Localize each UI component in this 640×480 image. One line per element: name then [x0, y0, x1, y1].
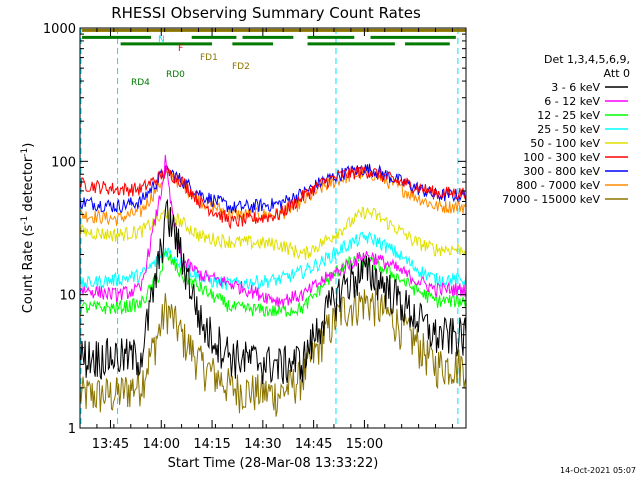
- series-line: [80, 231, 466, 291]
- x-tick-label: 14:15: [193, 437, 230, 452]
- flag-label: FD2: [232, 62, 250, 72]
- y-axis-label: Count Rate (s-1 detector-1): [20, 143, 36, 314]
- series-line: [80, 154, 466, 308]
- series-line: [80, 206, 466, 260]
- legend-label: 100 - 300 keV: [523, 151, 600, 164]
- legend-label: 25 - 50 keV: [537, 123, 600, 136]
- x-tick-label: 14:45: [295, 437, 332, 452]
- series-line: [80, 165, 466, 230]
- series-line: [80, 287, 466, 417]
- legend-header-2: Att 0: [604, 67, 630, 80]
- legend-header-1: Det 1,3,4,5,6,9,: [544, 53, 630, 66]
- timestamp: 14-Oct-2021 05:07: [560, 466, 636, 475]
- legend-label: 12 - 25 keV: [537, 109, 600, 122]
- series-line: [80, 251, 466, 318]
- x-tick-label: 14:00: [143, 437, 180, 452]
- legend-label: 50 - 100 keV: [530, 137, 600, 150]
- chart-title: RHESSI Observing Summary Count Rates: [111, 4, 421, 22]
- series-line: [80, 166, 466, 226]
- x-tick-label: 15:00: [346, 437, 383, 452]
- legend-label: 300 - 800 keV: [523, 165, 600, 178]
- flag-label: N: [158, 35, 165, 45]
- flag-label: F: [178, 44, 183, 54]
- legend-label: 800 - 7000 keV: [516, 179, 600, 192]
- x-axis-label: Start Time (28-Mar-08 13:33:22): [168, 456, 379, 471]
- legend-label: 6 - 12 keV: [544, 95, 600, 108]
- plot-frame: [79, 27, 467, 429]
- y-tick-label: 100: [51, 155, 76, 170]
- legend-label: 3 - 6 keV: [551, 81, 600, 94]
- y-tick-label: 1: [68, 422, 76, 437]
- plot-area: [80, 28, 466, 428]
- axes: N F FD1 FD2 RD0 RD4 1 10 100 1000 13:45 14:00 14:15 1…: [43, 22, 466, 452]
- legend-label: 7000 - 15000 keV: [502, 193, 600, 206]
- flag-label: RD0: [166, 70, 185, 80]
- x-tick-label: 13:45: [92, 437, 129, 452]
- flag-label: RD4: [131, 78, 150, 88]
- x-tick-label: 14:30: [244, 437, 281, 452]
- y-tick-label: 10: [59, 289, 76, 304]
- y-tick-label: 1000: [43, 22, 76, 37]
- flag-label: FD1: [200, 53, 218, 63]
- series-line: [80, 198, 466, 385]
